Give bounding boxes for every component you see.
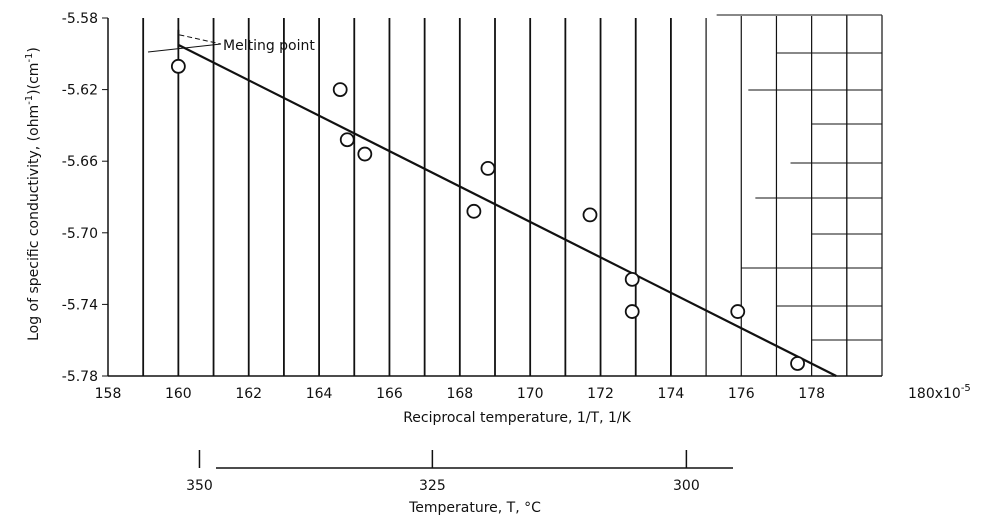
y-axis-label: Log of specific conductivity, (ohm-1)(cm… [24, 47, 42, 341]
x-tick-label: 170 [517, 386, 544, 402]
y-tick-label: -5.70 [62, 226, 98, 242]
x-tick-label: 162 [235, 386, 262, 402]
x-tick-labels: 158 160 162 164 166 168 170 172 174 176 178 [95, 386, 825, 402]
data-point [357, 146, 373, 162]
data-point [480, 160, 496, 176]
y-tick-label: -5.58 [62, 11, 98, 27]
x-tick-label-180: 180x10-5 [908, 383, 971, 402]
fit-line [177, 43, 837, 377]
x-tick-label: 158 [95, 386, 122, 402]
x-tick-label: 160 [165, 386, 192, 402]
temperature-tick-label: 350 [186, 478, 213, 494]
x-tick-label: 178 [798, 386, 825, 402]
data-point [170, 58, 186, 74]
y-axis-label-part3: ) [26, 47, 42, 52]
data-point [582, 207, 598, 223]
y-tick-label: -5.62 [62, 83, 98, 99]
y-tick-labels: -5.58 -5.62 -5.66 -5.70 -5.74 -5.78 [62, 11, 108, 385]
right-grid-fragments [716, 14, 883, 376]
y-axis-label-part1: Log of specific conductivity, (ohm [26, 105, 42, 341]
x-tick-label: 174 [658, 386, 685, 402]
data-point [339, 132, 355, 148]
y-tick-label: -5.74 [62, 297, 98, 313]
grid-lines [142, 16, 883, 376]
melting-point-leader-lower [147, 43, 222, 53]
y-tick-label: -5.78 [62, 369, 98, 385]
x-tick-label: 166 [376, 386, 403, 402]
x-axis-label: Reciprocal temperature, 1/T, 1/K [403, 410, 631, 426]
temperature-tick-label: 300 [673, 478, 700, 494]
data-point [624, 271, 640, 287]
y-axis-label-sup1: -1 [24, 95, 35, 105]
x-tick-label: 168 [446, 386, 473, 402]
melting-point-leader-upper [179, 34, 222, 45]
y-tick-label: -5.66 [62, 154, 98, 170]
y-axis-label-part2: )(cm [26, 63, 42, 95]
x-tick-label: 176 [728, 386, 755, 402]
data-point [624, 304, 640, 319]
x-last-tick-exponent: -5 [961, 383, 971, 394]
data-point [466, 203, 482, 219]
temperature-axis: 350 325 300 [186, 450, 733, 494]
temperature-tick-label: 325 [419, 478, 446, 494]
x-last-tick-text: 180x10 [908, 386, 961, 402]
x-tick-label: 172 [587, 386, 614, 402]
x-tick-label: 164 [306, 386, 333, 402]
data-point [332, 82, 348, 97]
temperature-axis-label: Temperature, T, °C [408, 500, 541, 516]
melting-point-annotation: Melting point [223, 38, 315, 54]
data-point [730, 304, 746, 319]
y-axis-label-sup2: -1 [24, 53, 35, 63]
data-points [170, 58, 805, 371]
data-point [790, 356, 805, 371]
